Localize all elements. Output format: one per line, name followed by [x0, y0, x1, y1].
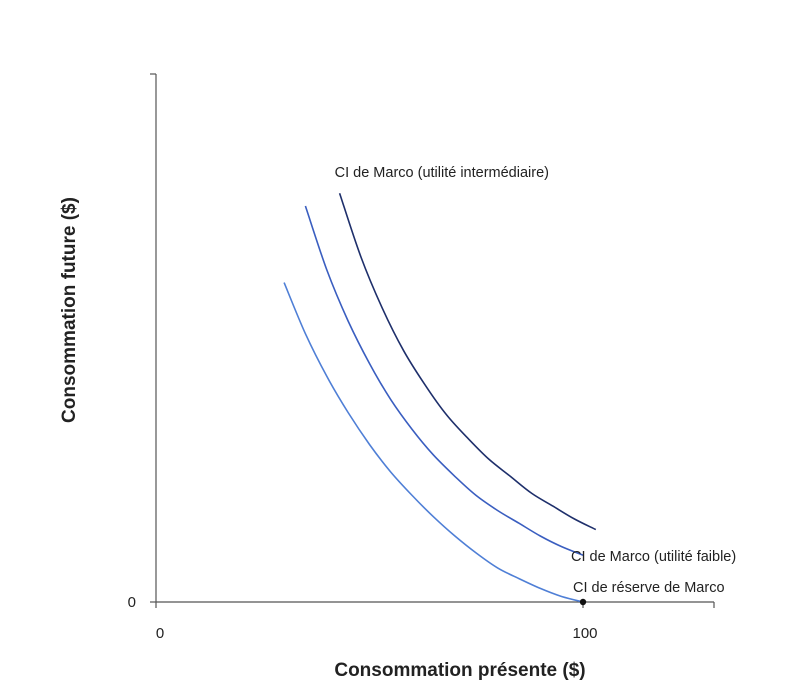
curve-labels: CI de réserve de Marco CI de Marco (utili… [335, 165, 737, 596]
data-points [579, 598, 587, 606]
x-tick-label: 0 [156, 625, 164, 642]
indifference-curves [283, 192, 597, 603]
curve-label-2: CI de Marco (utilité faible) [571, 549, 736, 565]
curve-2 [304, 205, 584, 556]
y-axis-title: Consommation future ($) [59, 197, 80, 423]
axis-ticks: 0 100 0 [128, 594, 598, 642]
curve-label-3: CI de Marco (utilité intermédiaire) [335, 165, 549, 181]
axes [150, 73, 715, 608]
y-tick-label: 0 [128, 594, 136, 611]
curve-label-1: CI de réserve de Marco [573, 580, 725, 596]
x-tick-label: 100 [572, 625, 597, 642]
curve-3 [338, 192, 597, 531]
x-axis-title: Consommation présente ($) [334, 660, 585, 681]
endowment-point [579, 598, 587, 606]
curve-1 [283, 282, 584, 603]
